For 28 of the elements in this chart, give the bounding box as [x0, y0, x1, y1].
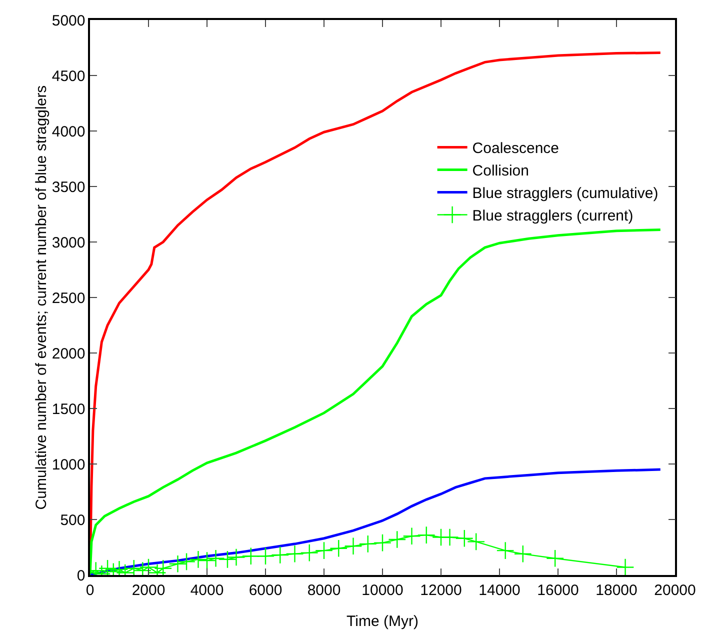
x-tick-label: 20000	[654, 582, 696, 599]
y-tick-label: 1500	[52, 400, 86, 418]
y-tick-label: 0	[76, 567, 86, 584]
y-tick-label: 1000	[52, 456, 86, 474]
x-tick-label: 2000	[132, 582, 166, 599]
x-tick-label: 12000	[420, 582, 462, 599]
legend-label: Blue stragglers (current)	[472, 208, 634, 225]
y-tick-label: 3500	[52, 178, 86, 196]
x-tick-label: 16000	[537, 582, 579, 599]
y-tick-label: 2000	[52, 345, 86, 362]
legend-label: Coalescence	[472, 140, 560, 158]
y-tick-label: 4500	[52, 68, 86, 85]
y-tick-label: 2500	[52, 290, 86, 307]
x-tick-label: 14000	[478, 582, 520, 599]
legend-label: Collision	[472, 162, 530, 180]
y-tick-label: 4000	[52, 123, 86, 140]
y-tick-label: 3000	[52, 234, 86, 252]
y-tick-label: 500	[60, 512, 86, 529]
line-series	[90, 468, 662, 575]
y-tick-label: 5000	[52, 12, 86, 30]
x-tick-label: 10000	[362, 582, 404, 599]
x-axis-title: Time (Myr)	[346, 613, 418, 630]
y-axis-title: Cumulative number of events; current number of blue stragglers	[32, 85, 50, 510]
x-tick-label: 4000	[190, 582, 224, 599]
x-tick-label: 18000	[596, 582, 638, 599]
x-tick-label: 6000	[248, 582, 282, 599]
legend-label: Blue stragglers (cumulative)	[472, 185, 658, 202]
x-tick-label: 8000	[307, 582, 341, 599]
